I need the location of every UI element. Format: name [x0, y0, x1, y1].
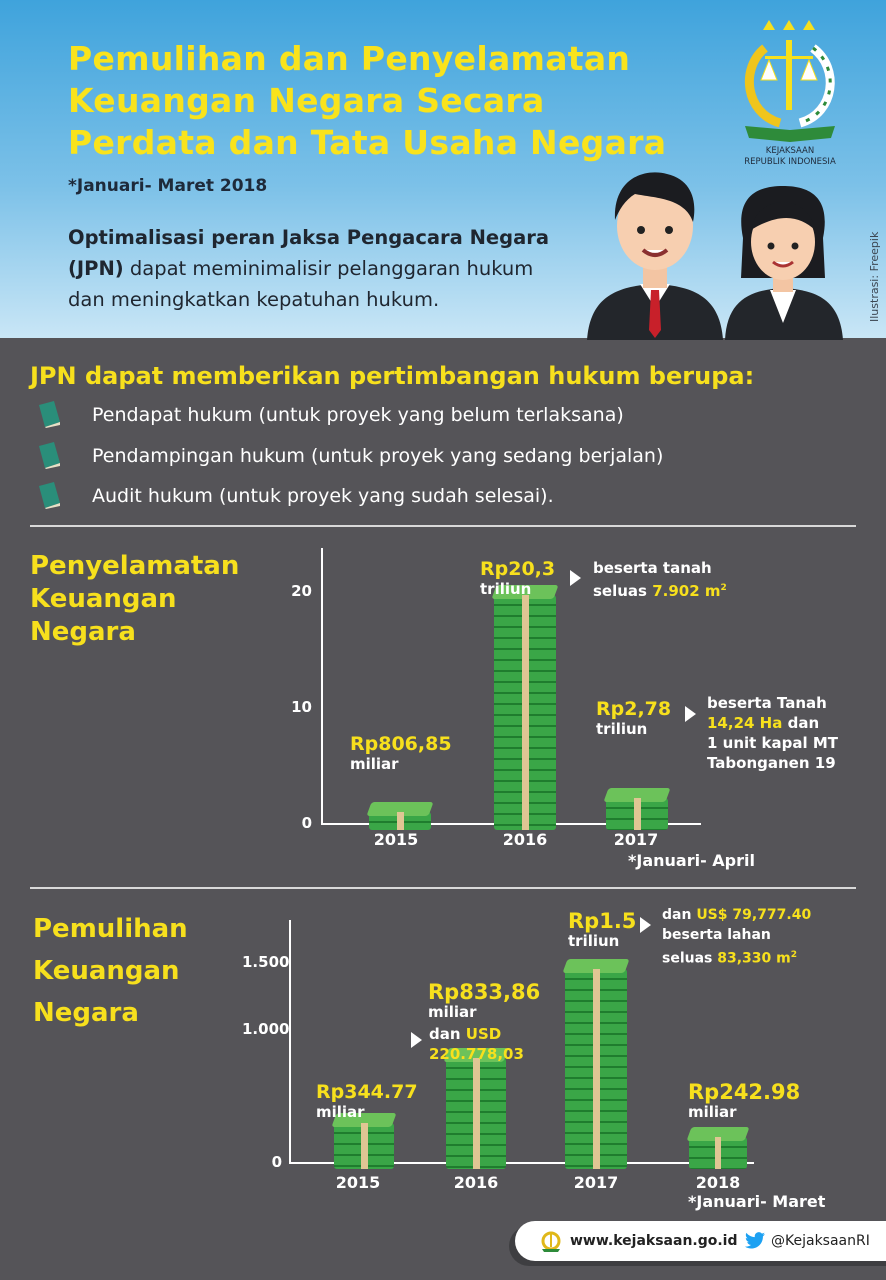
- consideration-item: Audit hukum (untuk proyek yang sudah sel…: [92, 485, 554, 507]
- arrow-icon: [640, 917, 651, 933]
- chart1-money-stack-bar: [491, 584, 559, 830]
- chart2-data-label: Rp242.98 miliar: [688, 1080, 801, 1121]
- chart2-money-stack-bar: [443, 1047, 509, 1169]
- chart2-x-label: 2015: [335, 1173, 381, 1192]
- arrow-icon: [411, 1032, 422, 1048]
- book-icon: [39, 442, 60, 469]
- considerations-heading: JPN dapat memberikan pertimbangan hukum …: [30, 362, 755, 390]
- chart1-x-label: 2017: [613, 830, 659, 849]
- chart1-data-label: Rp806,85 miliar: [350, 733, 452, 773]
- intro-text: Optimalisasi peran Jaksa Pengacara Negar…: [68, 226, 550, 311]
- chart1-category-note: *Januari- April: [628, 851, 755, 870]
- chart2-data-label: Rp833,86 miliar: [428, 980, 541, 1021]
- twitter-icon: [745, 1232, 765, 1249]
- book-icon: [39, 482, 60, 509]
- chart1-y-tick: 0: [301, 814, 312, 832]
- chart1-money-stack-bar: [366, 802, 434, 830]
- lawyers-illustration: [587, 172, 843, 340]
- illustration-credit: Ilustrasi: Freepik: [868, 231, 881, 322]
- chart2-annotation: dan USD 220.778,03: [429, 1025, 524, 1063]
- chart2-title: Pemulihan Keuangan Negara: [33, 914, 188, 1028]
- website-link[interactable]: www.kejaksaan.go.id: [570, 1233, 738, 1249]
- chart2-x-axis: [289, 1162, 754, 1164]
- chart2-y-tick: 0: [271, 1153, 282, 1171]
- logo-caption: KEJAKSAAN REPUBLIK INDONESIA: [744, 146, 836, 167]
- chart2-y-tick: 1.500: [242, 953, 290, 972]
- twitter-handle-link[interactable]: @KejaksaanRI: [771, 1233, 870, 1249]
- page-title: Pemulihan dan Penyelamatan Keuangan Negar…: [68, 39, 667, 162]
- period: *Januari- Maret 2018: [68, 176, 268, 196]
- chart2-x-label: 2018: [695, 1173, 741, 1192]
- chart2-money-stack-bar: [562, 959, 630, 1169]
- consideration-item: Pendapat hukum (untuk proyek yang belum …: [92, 404, 624, 426]
- chart2-y-tick: 1.000: [242, 1019, 290, 1038]
- divider: [30, 525, 856, 527]
- chart2-annotation: dan US$ 79,777.40 beserta lahan seluas 83,…: [662, 907, 812, 967]
- header-banner: [0, 0, 886, 338]
- chart2-x-label: 2017: [573, 1173, 619, 1192]
- chart2-y-axis: [289, 920, 291, 1164]
- chart2-data-label: Rp344.77 miliar: [316, 1081, 418, 1121]
- chart1-x-label: 2016: [502, 830, 548, 849]
- chart1-money-stack-bar: [603, 787, 671, 830]
- chart1-annotation: beserta Tanah 14,24 Ha dan 1 unit kapal MT…: [707, 694, 839, 772]
- chart2-x-label: 2016: [453, 1173, 499, 1192]
- chart2-data-label: Rp1.5 triliun: [568, 909, 637, 950]
- chart2-category-note: *Januari- Maret: [688, 1192, 826, 1211]
- chart1-y-axis: [321, 548, 323, 825]
- chart1-annotation: beserta tanah seluas 7.902 m2: [593, 559, 727, 600]
- chart1-y-tick: 20: [291, 582, 312, 600]
- book-icon: [39, 401, 60, 428]
- consideration-item: Pendampingan hukum (untuk proyek yang se…: [92, 445, 664, 467]
- chart1-y-tick: 10: [291, 698, 312, 716]
- divider: [30, 887, 856, 889]
- kejaksaan-logo-small: [541, 1231, 561, 1252]
- chart2-money-stack-bar: [331, 1113, 397, 1169]
- kejaksaan-logo: [745, 20, 835, 142]
- chart1-title: Penyelamatan Keuangan Negara: [30, 551, 240, 647]
- chart1-data-label: Rp20,3 triliun: [480, 558, 556, 598]
- arrow-icon: [570, 570, 581, 586]
- chart2-money-stack-bar: [686, 1126, 750, 1169]
- arrow-icon: [685, 706, 696, 722]
- footer-bar: [515, 1221, 886, 1261]
- chart1-data-label: Rp2,78 triliun: [596, 698, 672, 738]
- chart1-x-label: 2015: [373, 830, 419, 849]
